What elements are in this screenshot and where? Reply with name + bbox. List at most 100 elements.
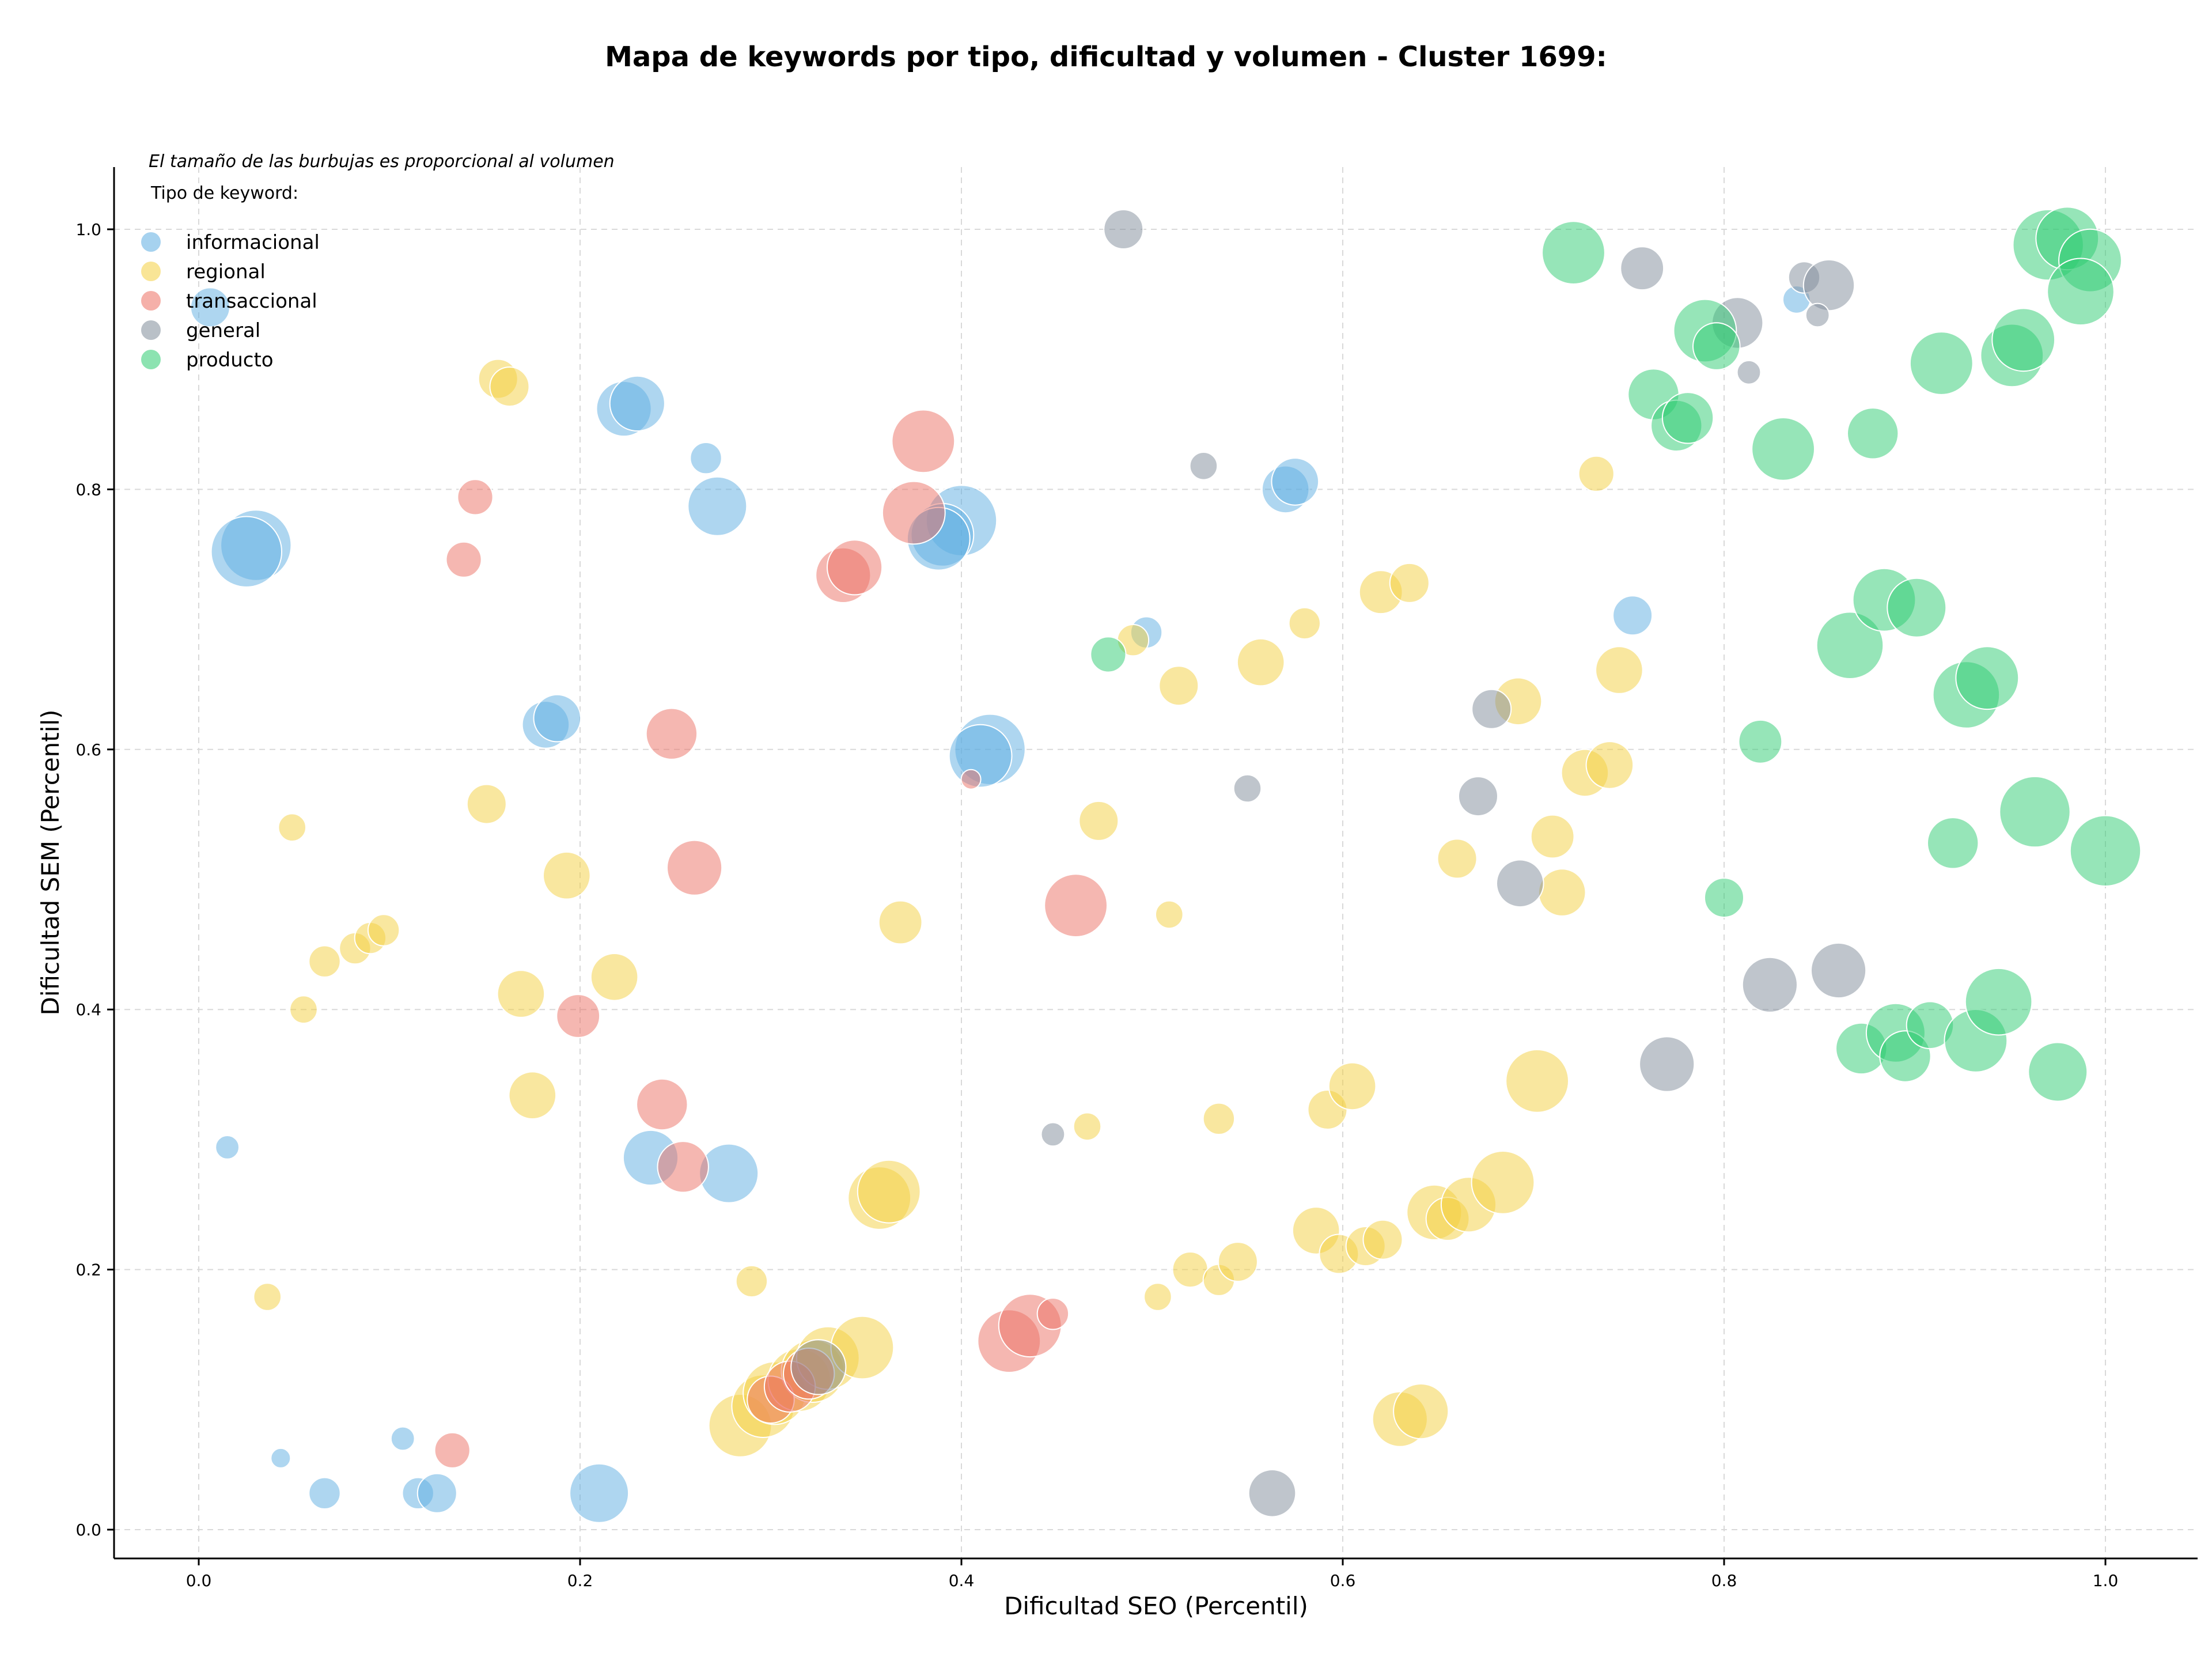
bubble-general [1496, 859, 1544, 908]
y-axis-label: Dificultad SEM (Percentil) [36, 710, 65, 1016]
bubble-informacional [609, 375, 665, 432]
bubble-producto [1704, 877, 1744, 918]
bubble-general [1805, 302, 1830, 328]
bubble-producto [1541, 221, 1605, 285]
y-tick-label: 1.0 [75, 220, 101, 239]
legend-marker-regional [141, 262, 161, 281]
bubble-transaccional [645, 707, 698, 760]
bubble-regional [878, 900, 923, 945]
bubble-regional [1155, 900, 1184, 929]
bubble-producto [2047, 258, 2115, 326]
bubble-regional [1578, 455, 1615, 492]
bubble-general [1458, 776, 1498, 817]
legend-label-regional: regional [186, 260, 266, 283]
series-producto [1090, 206, 2142, 1102]
legend-marker-producto [141, 350, 161, 369]
bubble-regional [543, 851, 591, 900]
bubble-regional [466, 784, 507, 824]
bubble-regional [1217, 1242, 1258, 1282]
bubble-producto [1816, 611, 1884, 679]
bubble-producto [1999, 775, 2071, 848]
y-tick-label: 0.0 [75, 1520, 101, 1539]
bubble-regional [253, 1282, 282, 1311]
bubble-producto [1090, 636, 1127, 673]
series-transaccional [434, 409, 1108, 1469]
bubble-informacional [308, 1477, 341, 1510]
bubble-regional [1236, 638, 1285, 687]
x-tick-label: 0.0 [186, 1571, 212, 1590]
bubble-transaccional [891, 409, 956, 474]
bubble-informacional [690, 442, 722, 475]
bubble-regional [1202, 1102, 1236, 1136]
y-tick-label: 0.6 [75, 740, 101, 759]
bubble-producto [1927, 817, 1979, 869]
x-tick-label: 0.8 [1711, 1571, 1737, 1590]
legend-label-producto: producto [186, 349, 274, 372]
bubble-transaccional [960, 769, 982, 790]
bubble-regional [1078, 800, 1119, 841]
bubble-transaccional [1044, 873, 1108, 937]
bubble-informacional [215, 1135, 240, 1160]
bubble-producto [1661, 392, 1714, 444]
bubble-general [1741, 956, 1798, 1013]
bubble-informacional [390, 1426, 415, 1451]
bubble-general [1233, 774, 1262, 803]
bubble-regional [1288, 607, 1321, 640]
bubble-regional [1389, 562, 1430, 603]
bubble-producto [1909, 331, 1974, 395]
bubble-regional [1073, 1112, 1102, 1141]
x-axis-ticks: 0.0 0.2 0.4 0.6 0.8 1.0 [186, 1558, 2119, 1590]
bubble-transaccional [657, 1141, 709, 1193]
bubble-producto [1991, 308, 2056, 372]
x-tick-label: 0.2 [567, 1571, 593, 1590]
bubble-producto [1964, 967, 2033, 1036]
bubble-transaccional [434, 1432, 471, 1469]
bubble-producto [2028, 1042, 2088, 1102]
bubble-transaccional [1036, 1297, 1070, 1330]
x-tick-label: 0.6 [1330, 1571, 1356, 1590]
bubble-general [1620, 246, 1665, 291]
bubble-regional [367, 914, 400, 947]
bubble-regional [278, 813, 307, 842]
bubble-general [1736, 360, 1762, 385]
y-tick-label: 0.4 [75, 1000, 101, 1019]
bubble-regional [497, 970, 546, 1018]
x-axis-label: Dificultad SEO (Percentil) [1004, 1592, 1308, 1620]
bubble-regional [489, 366, 530, 407]
bubble-producto [2069, 815, 2142, 887]
bubble-informacional [190, 287, 230, 328]
bubble-layer [190, 206, 2142, 1523]
bubble-general [1248, 1469, 1297, 1518]
bubble-informacional [270, 1447, 291, 1469]
legend-label-general: general [186, 319, 260, 342]
bubble-regional [1505, 1049, 1570, 1113]
bubble-regional [735, 1265, 768, 1298]
bubble-informacional [699, 1143, 759, 1204]
series-general [790, 209, 1867, 1518]
bubble-regional [1328, 1062, 1377, 1111]
bubble-size-note: El tamaño de las burbujas es proporciona… [149, 152, 615, 172]
bubble-regional [1362, 1219, 1403, 1260]
bubble-informacional [416, 1473, 457, 1514]
chart-title: Mapa de keywords por tipo, dificultad y … [605, 41, 1607, 73]
bubble-regional [1471, 1150, 1535, 1214]
bubble-producto [1738, 719, 1783, 764]
grid-lines [114, 167, 2198, 1558]
bubble-regional [289, 995, 318, 1024]
bubble-transaccional [445, 541, 482, 578]
bubble-informacional [210, 516, 282, 588]
bubble-regional [1172, 1251, 1209, 1288]
bubble-general [1810, 942, 1867, 999]
x-tick-label: 1.0 [2093, 1571, 2119, 1590]
x-tick-label: 0.4 [949, 1571, 975, 1590]
bubble-regional [1143, 1282, 1172, 1311]
bubble-regional [1595, 646, 1643, 694]
bubble-informacional [569, 1463, 630, 1523]
bubble-transaccional [881, 480, 946, 545]
bubble-general [1189, 452, 1218, 480]
bubble-transaccional [457, 479, 494, 516]
y-tick-label: 0.8 [75, 480, 101, 499]
bubble-regional [1158, 665, 1199, 706]
bubble-informacional [1612, 595, 1653, 636]
bubble-general [790, 1339, 847, 1395]
